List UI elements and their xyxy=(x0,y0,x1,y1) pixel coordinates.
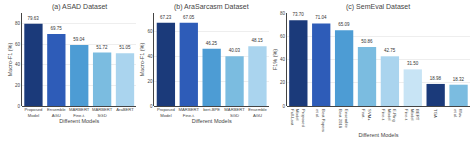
svg-text:EnsembleBest 2018: EnsembleBest 2018 xyxy=(338,109,348,129)
svg-text:40: 40 xyxy=(280,57,286,62)
svg-text:40: 40 xyxy=(148,54,154,59)
svg-text:MARBERTSGD: MARBERTSGD xyxy=(224,107,245,117)
svg-text:MARBERTFine-t.: MARBERTFine-t. xyxy=(179,107,200,117)
svg-text:0: 0 xyxy=(282,104,285,109)
svg-text:18.32: 18.32 xyxy=(453,77,465,82)
svg-text:Macro-F1 (%): Macro-F1 (%) xyxy=(139,43,145,77)
svg-text:79.63: 79.63 xyxy=(28,16,40,21)
svg-text:60: 60 xyxy=(15,42,21,47)
svg-text:Different Models: Different Models xyxy=(358,132,398,138)
svg-text:Different Models: Different Models xyxy=(192,118,232,124)
svg-text:46.25: 46.25 xyxy=(206,41,218,46)
svg-text:ProposedModelFull-Last: ProposedModelFull-Last xyxy=(290,109,306,128)
svg-text:51.72: 51.72 xyxy=(96,45,108,50)
svg-text:42.75: 42.75 xyxy=(384,48,396,53)
svg-text:65.09: 65.09 xyxy=(338,22,350,27)
svg-text:AraBERT: AraBERT xyxy=(116,107,134,112)
svg-text:TGA: TGA xyxy=(433,109,438,118)
svg-text:MARBERTFine-t.: MARBERTFine-t. xyxy=(69,107,90,117)
svg-text:60: 60 xyxy=(148,29,154,34)
svg-text:50.86: 50.86 xyxy=(361,39,373,44)
svg-text:60: 60 xyxy=(280,34,286,39)
svg-text:ProposedModel: ProposedModel xyxy=(157,107,176,117)
svg-text:0: 0 xyxy=(150,104,153,109)
svg-text:(b) AraSarcasm Dataset: (b) AraSarcasm Dataset xyxy=(174,3,249,11)
svg-text:69.75: 69.75 xyxy=(50,26,62,31)
svg-text:bert-BPE: bert-BPE xyxy=(203,107,220,112)
svg-text:40.03: 40.03 xyxy=(229,48,241,53)
svg-text:(a) ASAD Dataset: (a) ASAD Dataset xyxy=(52,3,107,11)
svg-text:73.70: 73.70 xyxy=(292,12,304,17)
svg-text:18.98: 18.98 xyxy=(430,76,442,81)
svg-text:31.50: 31.50 xyxy=(407,61,419,66)
svg-text:Macro-F1 (%): Macro-F1 (%) xyxy=(7,43,13,77)
svg-text:Best Paperset al.: Best Paperset al. xyxy=(315,109,325,132)
svg-text:51.05: 51.05 xyxy=(119,45,131,50)
svg-text:20: 20 xyxy=(148,79,154,84)
svg-text:0: 0 xyxy=(18,104,21,109)
svg-text:MARBERTSGD: MARBERTSGD xyxy=(92,107,113,117)
svg-text:48.15: 48.15 xyxy=(252,38,264,43)
svg-text:80: 80 xyxy=(15,21,21,26)
svg-text:ProposedModel: ProposedModel xyxy=(24,107,43,117)
svg-text:BERTModelFine-t.: BERTModelFine-t. xyxy=(404,109,420,121)
svg-text:80: 80 xyxy=(280,11,286,16)
svg-text:EnsembleAGU: EnsembleAGU xyxy=(248,107,267,117)
svg-text:(c) SemEval Dataset: (c) SemEval Dataset xyxy=(346,3,410,11)
svg-text:40: 40 xyxy=(15,62,21,67)
svg-text:67.05: 67.05 xyxy=(183,15,195,20)
svg-text:E-RingModelFine-t.: E-RingModelFine-t. xyxy=(381,109,397,122)
svg-text:SVM+Feat.: SVM+Feat. xyxy=(361,109,371,121)
svg-text:59.04: 59.04 xyxy=(73,37,85,42)
svg-text:71.04: 71.04 xyxy=(315,15,327,20)
svg-text:Different Models: Different Models xyxy=(59,118,99,124)
svg-text:20: 20 xyxy=(15,83,21,88)
svg-text:Wav.et al.: Wav.et al. xyxy=(453,109,463,118)
svg-text:20: 20 xyxy=(280,80,286,85)
svg-text:67.23: 67.23 xyxy=(160,15,172,20)
svg-text:EnsembleAGU: EnsembleAGU xyxy=(47,107,66,117)
svg-text:F1% (%): F1% (%) xyxy=(272,49,278,71)
